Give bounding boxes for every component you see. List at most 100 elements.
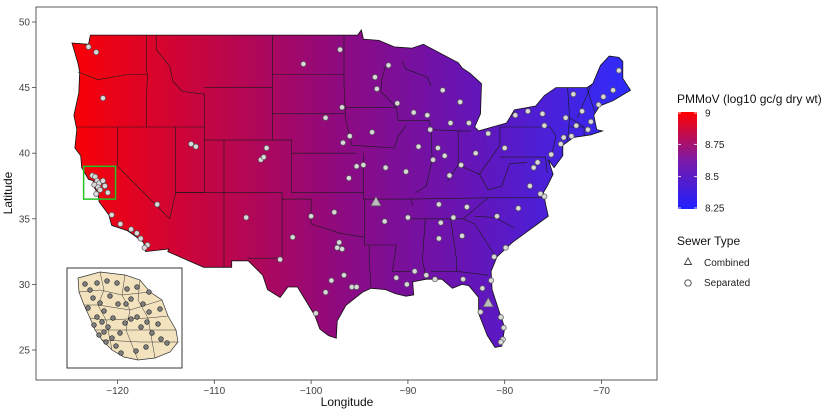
inset-site-2: [94, 280, 100, 286]
site-separated-42: [372, 74, 378, 81]
site-separated-32: [348, 284, 355, 290]
site-separated-120: [434, 145, 441, 151]
site-separated-21: [154, 201, 161, 208]
state-border-4: [155, 35, 205, 95]
state-border-40: [499, 156, 548, 173]
state-border-38: [479, 162, 528, 191]
site-separated-45: [410, 109, 417, 116]
site-separated-77: [615, 67, 622, 74]
site-separated-54: [465, 120, 472, 126]
site-separated-26: [260, 154, 267, 161]
inset-site-12: [97, 300, 103, 306]
legend-break-label: 8.5: [705, 172, 719, 183]
site-separated-16: [128, 226, 135, 233]
inset-site-29: [158, 336, 164, 342]
site-separated-84: [502, 244, 509, 251]
site-separated-17: [133, 230, 140, 237]
inset-site-0: [82, 281, 88, 287]
site-separated-112: [346, 133, 353, 140]
y-tick-label: 25: [19, 346, 31, 357]
state-border-35: [428, 120, 471, 132]
inset-site-14: [94, 314, 100, 320]
site-separated-119: [277, 256, 284, 263]
site-combined-1: [482, 297, 494, 308]
site-separated-74: [595, 101, 602, 108]
x-tick-label: −70: [593, 386, 610, 397]
state-border-0: [146, 35, 148, 127]
site-separated-46: [424, 112, 431, 119]
site-separated-115: [337, 46, 344, 53]
site-separated-87: [479, 285, 486, 292]
site-separated-95: [437, 219, 444, 226]
inset-site-22: [117, 330, 123, 336]
y-axis: 25 30 35 40 45 50: [19, 18, 36, 357]
site-separated-94: [435, 235, 442, 242]
inset-site-10: [157, 306, 163, 312]
inset-sites: [82, 278, 170, 356]
site-separated-83: [494, 213, 500, 220]
inset-site-15: [99, 319, 105, 325]
inset-site-5: [124, 286, 130, 292]
site-separated-51: [458, 162, 465, 168]
inset-site-31: [133, 348, 139, 354]
inset-site-21: [113, 343, 119, 349]
site-separated-1: [93, 49, 100, 56]
state-border-2: [117, 127, 171, 220]
state-border-21: [401, 61, 432, 87]
x-tick-label: −90: [399, 386, 416, 397]
site-separated-25: [263, 145, 270, 151]
inset-site-39: [123, 301, 129, 307]
inset-site-25: [134, 314, 140, 320]
state-border-16: [291, 153, 364, 193]
inset-site-35: [91, 322, 97, 328]
site-separated-103: [360, 162, 367, 168]
site-separated-49: [430, 156, 437, 163]
x-tick-label: −100: [300, 386, 323, 397]
inset-site-27: [144, 319, 150, 325]
state-border-31: [456, 271, 489, 276]
inset-site-6: [134, 284, 140, 290]
site-separated-29: [336, 239, 343, 246]
site-separated-109: [432, 276, 438, 283]
site-separated-47: [427, 126, 434, 133]
site-separated-88: [497, 314, 504, 321]
state-border-23: [351, 125, 407, 149]
site-separated-41: [373, 85, 380, 92]
inset-site-18: [96, 332, 102, 338]
site-separated-71: [539, 110, 546, 117]
site-separated-108: [460, 276, 467, 283]
state-border-28: [410, 197, 545, 200]
site-separated-92: [477, 309, 484, 315]
y-tick-label: 30: [19, 280, 31, 291]
site-separated-58: [501, 145, 508, 151]
legend-circle-icon: [684, 279, 692, 287]
site-separated-11: [97, 186, 104, 193]
site-separated-78: [541, 122, 548, 129]
inset-site-8: [140, 301, 146, 307]
site-separated-93: [459, 232, 466, 239]
site-separated-31: [339, 246, 346, 252]
site-separated-35: [322, 289, 329, 296]
state-border-26: [368, 245, 372, 289]
site-separated-52: [472, 150, 479, 157]
site-separated-72: [524, 108, 531, 115]
us-outline: [71, 28, 632, 348]
inset-map: [66, 267, 183, 369]
site-separated-62: [557, 141, 564, 147]
inset-site-26: [138, 324, 144, 330]
y-tick-label: 35: [19, 214, 31, 225]
state-border-24: [363, 153, 413, 206]
inset-site-38: [107, 293, 113, 299]
inset-site-28: [149, 330, 155, 336]
site-separated-113: [322, 114, 329, 121]
site-separated-37: [341, 272, 347, 279]
site-separated-23: [192, 143, 199, 150]
shape-legend: Sewer Type Combined Separated: [677, 234, 750, 289]
inset-site-34: [85, 305, 91, 311]
site-separated-107: [423, 272, 430, 279]
inset-site-40: [146, 309, 152, 315]
legend-combined-label: Combined: [704, 258, 750, 269]
site-separated-89: [500, 324, 507, 331]
site-separated-9: [100, 177, 106, 184]
site-separated-81: [541, 193, 548, 200]
